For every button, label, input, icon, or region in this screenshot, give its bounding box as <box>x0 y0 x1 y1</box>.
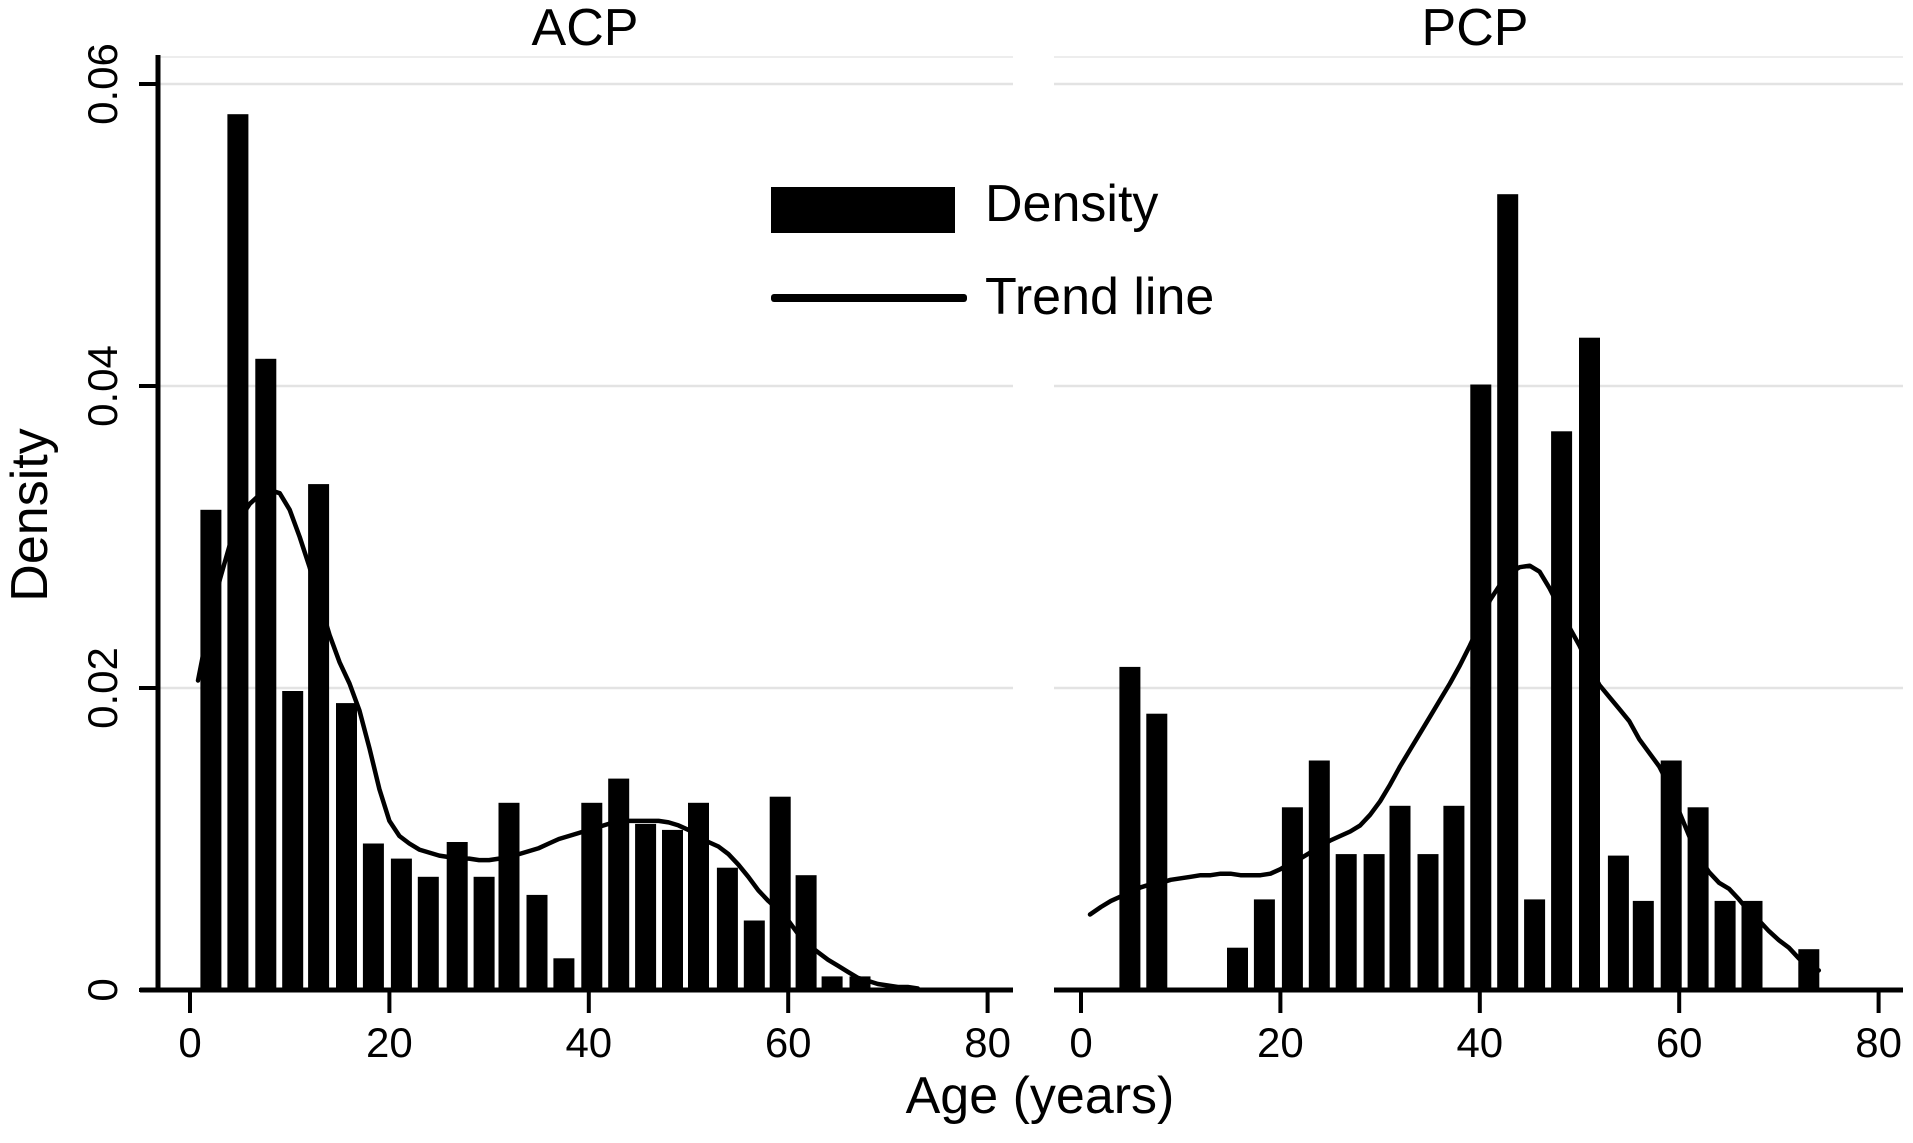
histogram-bar <box>308 484 330 990</box>
x-axis-label: Age (years) <box>905 1067 1175 1125</box>
x-tick-label: 80 <box>964 1019 1011 1066</box>
legend-density-label: Density <box>985 175 1159 233</box>
histogram-bar <box>581 802 603 990</box>
histogram-bar <box>553 958 575 990</box>
histogram-bar <box>390 858 412 990</box>
trend-line <box>1087 563 1822 973</box>
x-tick-label: 20 <box>1257 1019 1304 1066</box>
histogram-bar <box>227 114 249 990</box>
histogram-bar <box>743 920 765 990</box>
histogram-bar <box>1443 805 1465 990</box>
histogram-bar <box>1497 194 1519 990</box>
histogram-bar <box>417 876 439 991</box>
histogram-bar <box>1335 854 1357 990</box>
x-tick-label: 0 <box>178 1019 202 1066</box>
histogram-bar <box>1363 854 1385 990</box>
histogram-bar <box>1227 947 1248 990</box>
histogram-bar <box>795 875 817 990</box>
histogram-bar <box>769 796 791 990</box>
histogram-bar <box>473 876 495 991</box>
y-axis-label: Density <box>1 428 59 602</box>
histogram-bar <box>362 843 384 990</box>
legend-density-bar-swatch <box>771 187 955 233</box>
histogram-bar <box>1119 666 1141 990</box>
histogram-bar <box>255 358 277 990</box>
histogram-bar <box>1741 900 1763 990</box>
histogram-bar <box>200 509 222 990</box>
histogram-bar <box>1632 900 1654 990</box>
histogram-bar <box>1551 431 1573 990</box>
x-tick-label: 40 <box>565 1019 613 1066</box>
x-tick-label: 40 <box>1456 1019 1504 1066</box>
trend-line <box>195 487 921 991</box>
histogram-bar <box>1146 713 1168 990</box>
panel-title-pcp: PCP <box>1421 0 1529 57</box>
y-tick-label: 0.04 <box>79 345 126 427</box>
x-tick-label: 80 <box>1855 1019 1902 1066</box>
histogram-bar <box>716 867 738 990</box>
histogram-bar <box>1470 384 1492 990</box>
histogram-bar <box>282 691 304 990</box>
histogram-bar <box>1253 899 1275 990</box>
histogram-bar <box>1714 900 1736 990</box>
x-tick-label: 20 <box>366 1019 413 1066</box>
histogram-bar <box>1687 807 1709 990</box>
histogram-bar <box>498 802 520 990</box>
histogram-bar <box>635 823 657 990</box>
histogram-bar <box>1389 805 1411 990</box>
histogram-bar <box>821 976 843 990</box>
histogram-bar <box>526 894 548 990</box>
y-tick-label: 0.06 <box>79 43 126 125</box>
x-tick-label: 60 <box>1655 1019 1703 1066</box>
x-tick-label: 0 <box>1069 1019 1093 1066</box>
histogram-bar <box>1281 807 1303 990</box>
legend-trendline-label: Trend line <box>985 268 1215 326</box>
histogram-bar <box>662 829 683 990</box>
y-tick-label: 0 <box>79 978 126 1002</box>
panel-title-acp: ACP <box>531 0 639 57</box>
y-tick-label: 0.02 <box>79 647 126 729</box>
histogram-bar <box>1524 899 1546 990</box>
histogram-bar <box>336 703 357 990</box>
histogram-bar <box>1607 855 1629 990</box>
histogram-bar <box>446 842 468 990</box>
histogram-bar <box>1660 760 1682 990</box>
histogram-bar <box>1417 854 1439 990</box>
histogram-bar <box>688 802 709 990</box>
legend-trendline-swatch <box>771 294 967 302</box>
x-tick-label: 60 <box>764 1019 812 1066</box>
histogram-bar <box>608 778 630 990</box>
histogram-bar <box>1308 760 1330 990</box>
